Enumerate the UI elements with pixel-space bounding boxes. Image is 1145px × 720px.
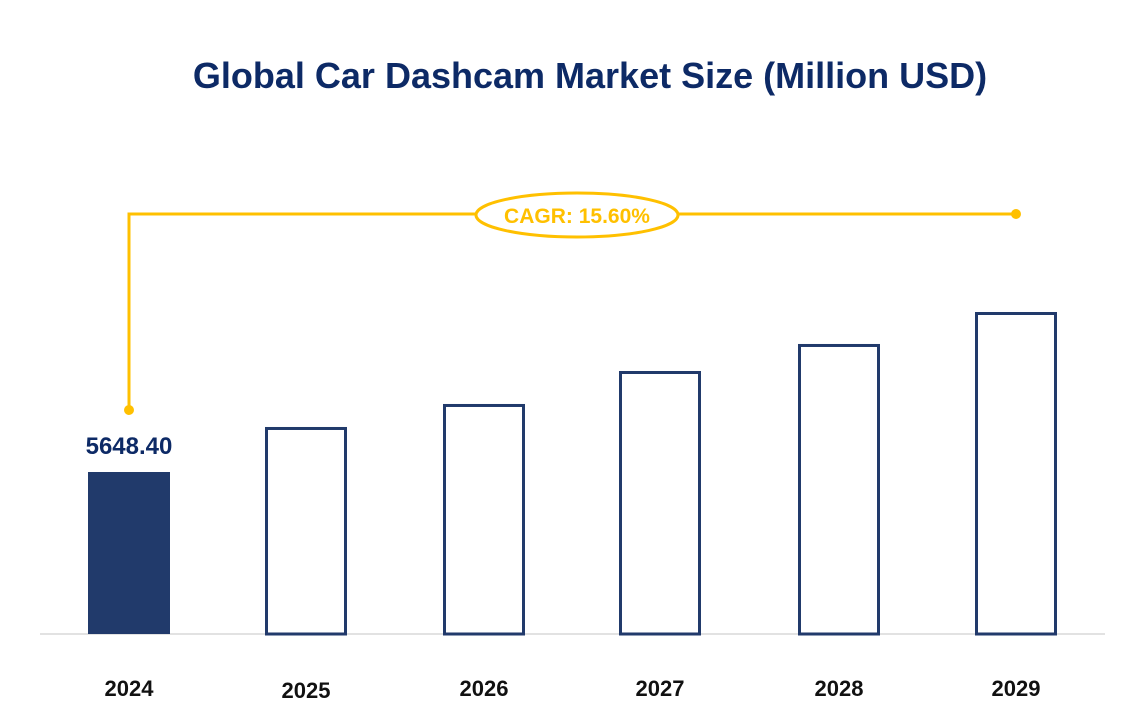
x-tick-label: 2028 — [815, 676, 864, 701]
bar-2025 — [265, 426, 347, 636]
cagr-connector-line — [127, 212, 1016, 410]
bar-2027 — [619, 370, 701, 636]
cagr-start-dot — [124, 405, 134, 415]
bar-2028 — [798, 343, 880, 636]
cagr-end-dot — [1011, 209, 1021, 219]
bar-2026 — [443, 403, 525, 636]
x-tick-label: 2027 — [636, 676, 685, 701]
bar-2024 — [88, 472, 170, 634]
x-tick-label: 2026 — [460, 676, 509, 701]
bar-2029 — [975, 312, 1057, 636]
cagr-label-ellipse — [474, 191, 680, 239]
x-tick-label: 2024 — [105, 676, 155, 701]
data-label: 5648.40 — [86, 433, 173, 460]
x-tick-label: 2025 — [282, 678, 331, 703]
chart-title: Global Car Dashcam Market Size (Million … — [193, 55, 987, 96]
cagr-label: CAGR: 15.60% — [504, 205, 650, 228]
x-tick-label: 2029 — [992, 676, 1041, 701]
cagr-annotation: CAGR: 15.60% — [124, 191, 1021, 415]
